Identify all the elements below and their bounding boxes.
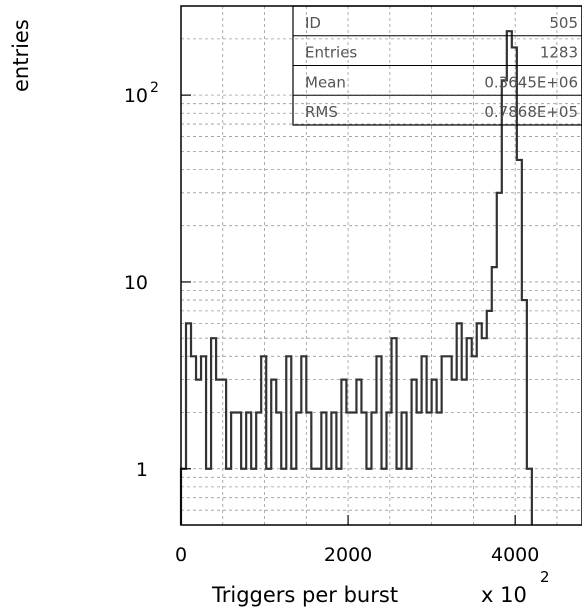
statistics-box: ID 505 Entries 1283 Mean 0.3645E+06 RMS 0.7868E…	[292, 5, 582, 126]
x-tick-label: 0	[175, 544, 187, 566]
statistics-key: RMS	[305, 103, 338, 121]
y-tick-label: 10	[124, 272, 148, 294]
y-tick-label: 10	[124, 85, 148, 107]
x-tick-label: 2000	[324, 544, 372, 566]
statistics-value: 505	[549, 14, 578, 32]
statistics-key: Mean	[305, 73, 346, 91]
x-tick-label: 4000	[491, 544, 539, 566]
x-axis-ticks: 0 2000 4000	[175, 515, 539, 566]
statistics-rows: ID 505 Entries 1283 Mean 0.3645E+06 RMS 0.7868E…	[293, 14, 582, 121]
statistics-key: Entries	[305, 44, 357, 62]
statistics-value: 0.3645E+06	[484, 73, 578, 91]
x-axis-multiplier-exponent: 2	[540, 568, 550, 586]
histogram-outline	[179, 30, 533, 525]
y-axis-title: entries	[9, 19, 33, 92]
statistics-value: 1283	[540, 44, 578, 62]
statistics-key: ID	[305, 14, 321, 32]
statistics-value: 0.7868E+05	[484, 103, 578, 121]
x-axis-title: Triggers per burst	[211, 583, 398, 607]
y-tick-label-exponent: 2	[150, 80, 159, 96]
x-axis-multiplier: x 10	[481, 583, 527, 607]
y-tick-label: 1	[136, 459, 148, 481]
